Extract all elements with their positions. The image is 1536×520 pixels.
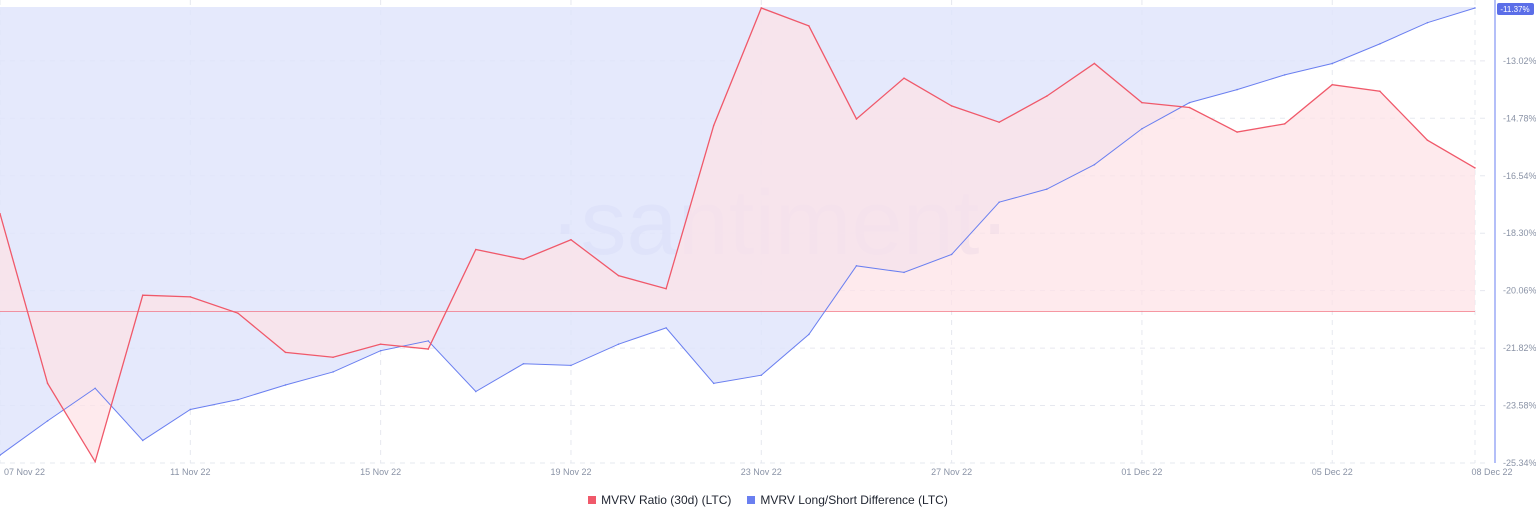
x-tick-label: 05 Dec 22 xyxy=(1312,467,1353,477)
data-point xyxy=(1093,163,1096,166)
chart-svg: ·santiment·-13.02%-14.78%-16.54%-18.30%-… xyxy=(0,0,1536,477)
data-point xyxy=(808,333,810,336)
data-point xyxy=(379,343,382,345)
data-point xyxy=(1331,83,1334,86)
data-point xyxy=(189,296,192,298)
data-point xyxy=(617,274,620,277)
data-point xyxy=(903,77,905,79)
x-tick-label: 19 Nov 22 xyxy=(550,467,591,477)
data-point xyxy=(427,340,430,342)
data-point xyxy=(94,460,96,463)
data-point xyxy=(94,387,96,390)
data-point xyxy=(46,382,49,385)
data-point xyxy=(808,25,810,27)
data-point xyxy=(1045,95,1048,97)
data-point xyxy=(998,201,1000,203)
y-tick-label: -20.06% xyxy=(1503,286,1536,296)
data-point xyxy=(1141,127,1143,130)
data-point xyxy=(0,212,1,215)
data-point xyxy=(1236,88,1238,91)
data-point xyxy=(522,258,525,261)
x-tick-label: 01 Dec 22 xyxy=(1121,467,1162,477)
legend-swatch-long-short xyxy=(747,496,756,504)
x-tick-label: 11 Nov 22 xyxy=(170,467,210,477)
legend-label-long-short: MVRV Long/Short Difference (LTC) xyxy=(760,493,948,507)
data-point xyxy=(475,390,477,393)
x-tick-label: 07 Nov 22 xyxy=(4,467,45,477)
chart-area[interactable]: ·santiment·-13.02%-14.78%-16.54%-18.30%-… xyxy=(0,0,1536,480)
data-point xyxy=(617,343,620,345)
legend-swatch-mvrv-ratio xyxy=(588,496,597,504)
current-value-badge xyxy=(1497,3,1534,15)
data-point xyxy=(665,327,667,329)
data-point xyxy=(1474,167,1476,169)
y-tick-label: -14.78% xyxy=(1503,113,1536,123)
data-point xyxy=(475,248,477,251)
data-point xyxy=(855,118,858,120)
data-point xyxy=(1283,123,1286,125)
data-point xyxy=(950,253,953,256)
data-point xyxy=(1188,106,1191,109)
data-point xyxy=(665,287,667,290)
series-line-mvrv-ratio[interactable] xyxy=(0,7,1476,464)
data-point xyxy=(950,105,953,107)
data-point xyxy=(237,312,239,314)
x-tick-label: 27 Nov 22 xyxy=(931,467,972,477)
data-point xyxy=(712,124,715,127)
data-point xyxy=(141,294,144,297)
data-point xyxy=(1379,43,1381,45)
y-tick-label: -21.82% xyxy=(1503,343,1536,353)
x-tick-label: 08 Dec 22 xyxy=(1471,467,1512,477)
data-point xyxy=(570,364,572,367)
data-point xyxy=(1093,62,1096,65)
legend-label-mvrv-ratio: MVRV Ratio (30d) (LTC) xyxy=(601,493,732,507)
y-tick-label: -16.54% xyxy=(1503,171,1536,181)
series-fill-mvrv-ratio xyxy=(0,7,1475,462)
legend: MVRV Ratio (30d) (LTC) MVRV Long/Short D… xyxy=(0,493,1536,507)
data-point xyxy=(570,238,572,241)
data-point xyxy=(903,271,905,274)
series-line-long-short[interactable] xyxy=(0,7,1476,456)
data-point xyxy=(1379,90,1381,93)
data-point xyxy=(46,420,49,422)
data-point xyxy=(284,384,287,386)
data-point xyxy=(284,351,287,354)
legend-item-mvrv-ratio[interactable]: MVRV Ratio (30d) (LTC) xyxy=(588,493,731,507)
y-tick-label: -13.02% xyxy=(1503,56,1536,66)
data-point xyxy=(855,265,858,267)
data-point xyxy=(427,348,430,350)
data-point xyxy=(237,398,239,401)
data-point xyxy=(1141,101,1143,104)
data-point xyxy=(1331,62,1334,65)
x-tick-label: 15 Nov 22 xyxy=(360,467,401,477)
y-tick-label: -18.30% xyxy=(1503,228,1536,238)
data-point xyxy=(0,454,1,456)
data-point xyxy=(522,362,525,365)
data-point xyxy=(712,382,715,385)
data-point xyxy=(332,371,334,373)
legend-item-long-short[interactable]: MVRV Long/Short Difference (LTC) xyxy=(747,493,948,507)
data-point xyxy=(760,374,763,376)
current-value-badge-label: -11.37% xyxy=(1500,5,1529,14)
data-point xyxy=(1236,131,1238,133)
data-point xyxy=(998,121,1000,124)
data-point xyxy=(1045,188,1048,190)
data-point xyxy=(141,439,144,442)
data-point xyxy=(1474,7,1476,9)
data-point xyxy=(1426,139,1429,141)
data-point xyxy=(1283,74,1286,76)
data-point xyxy=(189,408,192,411)
data-point xyxy=(379,349,382,352)
y-tick-label: -23.58% xyxy=(1503,401,1536,411)
y-tick-label: -25.34% xyxy=(1503,458,1536,468)
data-point xyxy=(1188,101,1191,104)
data-point xyxy=(760,7,763,9)
x-tick-label: 23 Nov 22 xyxy=(741,467,782,477)
data-point xyxy=(1426,21,1429,24)
data-point xyxy=(332,356,334,359)
